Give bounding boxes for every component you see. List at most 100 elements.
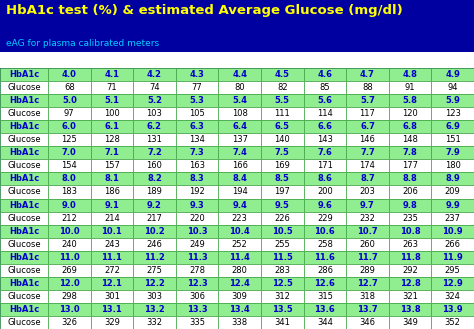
Text: 8.3: 8.3 (190, 174, 204, 184)
Text: 349: 349 (402, 318, 418, 327)
Bar (219, 316, 261, 329)
Text: 97: 97 (64, 109, 74, 118)
Bar (304, 186, 346, 198)
Text: 13.2: 13.2 (144, 305, 165, 314)
Bar (0, 159, 48, 172)
Text: 266: 266 (445, 240, 461, 249)
Text: 11.6: 11.6 (314, 253, 335, 262)
Bar (389, 212, 431, 225)
Bar (133, 107, 176, 120)
Bar (0, 303, 48, 316)
Bar (219, 251, 261, 264)
Bar (346, 212, 389, 225)
Text: 289: 289 (360, 266, 375, 275)
Text: 157: 157 (104, 162, 120, 170)
Bar (389, 120, 431, 133)
Bar (389, 251, 431, 264)
Bar (346, 277, 389, 290)
Bar (261, 277, 304, 290)
Bar (431, 290, 474, 303)
Bar (431, 277, 474, 290)
Text: 255: 255 (274, 240, 290, 249)
Bar (0, 94, 48, 107)
Bar (48, 251, 91, 264)
Bar (176, 198, 219, 212)
Bar (48, 316, 91, 329)
Text: 108: 108 (232, 109, 247, 118)
Text: 321: 321 (402, 292, 418, 301)
Bar (389, 198, 431, 212)
Bar (133, 146, 176, 159)
Bar (389, 159, 431, 172)
Text: 174: 174 (360, 162, 375, 170)
Text: 128: 128 (104, 135, 120, 144)
Bar (304, 94, 346, 107)
Bar (133, 172, 176, 186)
Text: HbA1c: HbA1c (9, 148, 39, 157)
Text: 8.0: 8.0 (62, 174, 77, 184)
Text: 100: 100 (104, 109, 120, 118)
Bar (0, 290, 48, 303)
Bar (304, 251, 346, 264)
Text: HbA1c test (%) & estimated Average Glucose (mg/dl): HbA1c test (%) & estimated Average Gluco… (6, 4, 403, 17)
Bar (431, 94, 474, 107)
Bar (304, 290, 346, 303)
Bar (346, 303, 389, 316)
Text: 7.8: 7.8 (403, 148, 418, 157)
Text: 315: 315 (317, 292, 333, 301)
Bar (176, 316, 219, 329)
Text: 154: 154 (62, 162, 77, 170)
Bar (133, 94, 176, 107)
Bar (133, 251, 176, 264)
Text: HbA1c: HbA1c (9, 227, 39, 236)
Text: 11.8: 11.8 (400, 253, 420, 262)
Text: 166: 166 (232, 162, 248, 170)
Text: 10.3: 10.3 (187, 227, 208, 236)
Text: 226: 226 (274, 214, 290, 223)
Text: 7.6: 7.6 (318, 148, 332, 157)
Text: 309: 309 (232, 292, 247, 301)
Text: 346: 346 (359, 318, 375, 327)
Bar (261, 303, 304, 316)
Bar (48, 212, 91, 225)
Bar (304, 107, 346, 120)
Bar (431, 133, 474, 146)
Bar (176, 172, 219, 186)
Text: 209: 209 (445, 188, 461, 196)
Bar (261, 172, 304, 186)
Bar (133, 81, 176, 94)
Text: HbA1c: HbA1c (9, 279, 39, 288)
Bar (48, 172, 91, 186)
Bar (304, 133, 346, 146)
Bar (261, 81, 304, 94)
Text: 229: 229 (317, 214, 333, 223)
Bar (219, 81, 261, 94)
Text: 13.5: 13.5 (272, 305, 292, 314)
Bar (261, 159, 304, 172)
Bar (261, 146, 304, 159)
Text: 5.8: 5.8 (402, 96, 418, 105)
Text: 180: 180 (445, 162, 461, 170)
Bar (346, 264, 389, 277)
Text: 7.0: 7.0 (62, 148, 77, 157)
Bar (431, 68, 474, 81)
Text: 117: 117 (360, 109, 375, 118)
Text: 306: 306 (189, 292, 205, 301)
Bar (0, 107, 48, 120)
Text: 10.5: 10.5 (272, 227, 292, 236)
Bar (176, 107, 219, 120)
Bar (304, 264, 346, 277)
Text: 13.9: 13.9 (442, 305, 463, 314)
Bar (176, 120, 219, 133)
Text: 134: 134 (189, 135, 205, 144)
Text: 4.5: 4.5 (275, 70, 290, 79)
Bar (0, 133, 48, 146)
Text: 11.7: 11.7 (357, 253, 378, 262)
Bar (0, 198, 48, 212)
Text: 12.8: 12.8 (400, 279, 420, 288)
Text: 151: 151 (445, 135, 461, 144)
Text: 280: 280 (232, 266, 247, 275)
Bar (219, 212, 261, 225)
Text: 91: 91 (405, 83, 415, 92)
Text: 8.2: 8.2 (147, 174, 162, 184)
